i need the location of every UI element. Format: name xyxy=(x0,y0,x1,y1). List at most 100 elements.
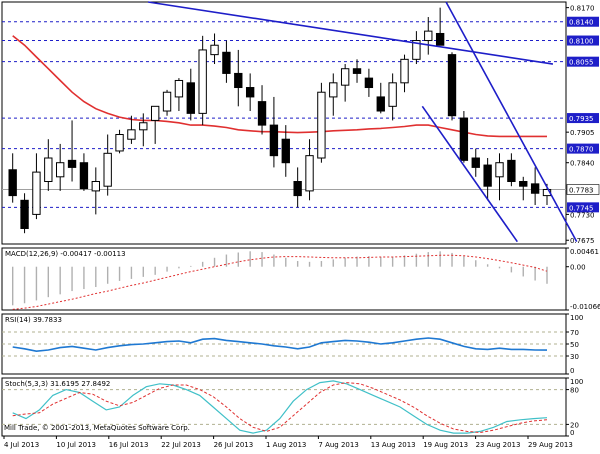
x-tick-label-4: 26 Jul 2013 xyxy=(214,441,254,449)
candle-body xyxy=(245,87,255,98)
candle xyxy=(340,64,350,102)
candle xyxy=(305,139,314,201)
x-tick-label-1: 10 Jul 2013 xyxy=(56,441,96,449)
price-tick-label-1: 0.7905 xyxy=(570,129,595,137)
x-tick-label-10: 29 Aug 2013 xyxy=(528,441,573,449)
candle xyxy=(127,115,136,144)
candle xyxy=(79,153,89,191)
candle-body xyxy=(210,44,219,56)
candle xyxy=(8,153,17,203)
candle-body xyxy=(91,181,100,192)
candle-body xyxy=(67,159,77,168)
rsi-tick-label-2: 50 xyxy=(570,341,579,349)
candle xyxy=(435,7,445,46)
x-tick-label-6: 7 Aug 2013 xyxy=(318,441,358,449)
candle-body xyxy=(8,169,17,197)
candle xyxy=(317,82,326,163)
candle-body xyxy=(483,164,492,187)
candle-body xyxy=(198,49,207,114)
candle-body xyxy=(305,155,314,192)
candle xyxy=(222,40,231,83)
x-tick-label-5: 1 Aug 2013 xyxy=(266,441,306,449)
price-tick-label-3: 0.7730 xyxy=(570,211,595,219)
candle xyxy=(115,129,124,154)
candle xyxy=(257,85,267,135)
candle-body xyxy=(329,82,338,98)
level-label-bg-3 xyxy=(567,113,599,124)
x-tick-label-3: 22 Jul 2013 xyxy=(161,441,201,449)
candle-body xyxy=(174,79,184,98)
candle-body xyxy=(530,183,540,194)
candle xyxy=(150,105,160,144)
price-tick-label-2: 0.7840 xyxy=(570,160,595,168)
candle-body xyxy=(424,30,433,42)
candle-body xyxy=(234,72,243,89)
candle-body xyxy=(150,105,160,121)
candle xyxy=(67,120,77,182)
candle-body xyxy=(352,68,362,74)
candle xyxy=(269,96,279,168)
candle xyxy=(20,193,29,234)
candle-body xyxy=(519,181,528,187)
price-tick-label-0: 0.8170 xyxy=(570,5,595,13)
candle xyxy=(471,148,480,177)
candle xyxy=(139,113,148,147)
candle xyxy=(530,167,540,205)
stoch-tick-label-1: 80 xyxy=(570,387,579,395)
candle xyxy=(293,167,302,208)
candle-body xyxy=(340,68,350,86)
candle-body xyxy=(257,101,267,126)
candle xyxy=(447,52,457,121)
rsi-tick-label-1: 70 xyxy=(570,329,579,337)
rsi-label: RSI(14) 39.7833 xyxy=(5,316,62,324)
candle-body xyxy=(79,162,89,190)
level-label-3: 0.7935 xyxy=(569,115,594,123)
candle xyxy=(103,134,112,196)
trendline-upper xyxy=(147,1,554,65)
candle-body xyxy=(293,181,302,197)
candle-body xyxy=(400,58,409,84)
candle-body xyxy=(20,199,29,229)
candle-body xyxy=(222,51,231,74)
candle-body xyxy=(139,122,148,131)
candle xyxy=(507,153,516,187)
rsi-tick-label-4: 0 xyxy=(570,367,574,375)
macd-signal-line xyxy=(12,254,548,310)
candle xyxy=(198,35,207,126)
candle-body xyxy=(186,82,195,114)
candle xyxy=(186,68,195,121)
level-label-2: 0.8055 xyxy=(569,59,594,67)
candle-body xyxy=(471,157,480,168)
macd-tick-label-1: 0.00 xyxy=(570,264,586,272)
candle-body xyxy=(127,129,136,140)
level-label-5: 0.7745 xyxy=(569,204,594,212)
candle-body xyxy=(447,54,457,117)
candle-body xyxy=(459,117,469,161)
candle xyxy=(412,31,421,65)
candle-body xyxy=(317,91,326,159)
candle-body xyxy=(103,152,112,187)
level-label-bg-5 xyxy=(567,202,599,213)
candle xyxy=(174,78,184,112)
candle xyxy=(376,82,385,114)
candle xyxy=(281,125,290,177)
candle-body xyxy=(376,96,385,112)
last-price-label: 0.7783 xyxy=(569,186,594,194)
macd-tick-label-2: -0.01066 xyxy=(570,303,600,311)
last-price-label-bg xyxy=(566,184,600,195)
candle xyxy=(329,73,338,116)
candle xyxy=(91,167,100,215)
candle-body xyxy=(32,171,41,215)
candle xyxy=(56,143,65,191)
candle-body xyxy=(388,82,397,107)
stoch-main-line xyxy=(12,380,548,434)
x-tick-label-2: 16 Jul 2013 xyxy=(109,441,149,449)
stoch-tick-label-0: 100 xyxy=(570,378,583,386)
level-label-bg-0 xyxy=(567,16,599,27)
rsi-tick-label-0: 100 xyxy=(570,314,583,322)
candle-body xyxy=(281,138,290,164)
rsi-line xyxy=(12,337,548,353)
candle xyxy=(388,73,397,121)
level-label-4: 0.7870 xyxy=(569,146,594,154)
